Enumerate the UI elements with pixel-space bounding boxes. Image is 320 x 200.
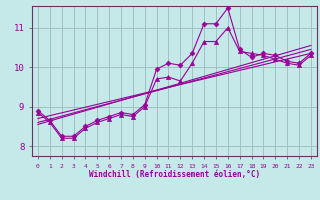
X-axis label: Windchill (Refroidissement éolien,°C): Windchill (Refroidissement éolien,°C) — [89, 170, 260, 179]
